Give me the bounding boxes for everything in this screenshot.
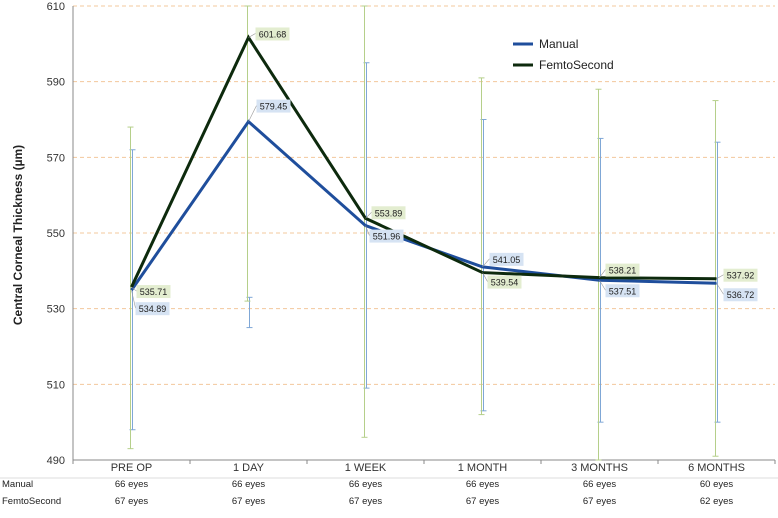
legend-label-manual: Manual [539,37,578,51]
table-cell: 67 eyes [466,496,500,507]
data-label: 534.89 [139,304,167,314]
table-cell: 67 eyes [115,496,149,507]
data-labels: 534.89 579.45 551.96 541.05 537.51 536.72 535.… [131,27,758,316]
data-label: 537.92 [727,271,755,281]
y-axis-ticks: 490 510 530 550 570 590 610 [47,1,65,467]
data-label-leader [482,258,490,268]
table-row-label-manual: Manual [2,479,33,490]
data-label-leader [131,290,136,309]
data-label-box [487,275,522,289]
x-tick-label: 1 MONTH [458,462,508,474]
gridlines [72,5,775,461]
table-row-label-femtosecond: FemtoSecond [2,496,61,507]
data-label-box [371,206,406,220]
data-label-box [256,99,291,113]
data-label-box [369,229,404,243]
series-line-femtosecond [130,34,717,288]
y-axis-label: Central Corneal Thickness (µm) [11,145,25,325]
y-tick-label: 590 [47,77,65,89]
x-tick-label: 3 MONTHS [571,462,628,474]
data-label-box [135,302,170,316]
table-cell: 66 eyes [466,479,500,490]
table-cell: 62 eyes [700,496,734,507]
data-label-leader [599,280,606,291]
table-cell: 66 eyes [349,479,383,490]
table-cell: 60 eyes [700,479,734,490]
x-tick-label: 1 WEEK [345,462,387,474]
data-label-leader [599,269,606,278]
legend-label-femtosecond: FemtoSecond [539,58,614,72]
data-label: 541.05 [493,255,521,265]
data-label: 536.72 [727,290,755,300]
y-tick-label: 510 [47,379,65,391]
x-axis-ticks: PRE OP 1 DAY 1 WEEK 1 MONTH 3 MONTHS 6 MONTHS [72,460,776,474]
data-label-box [605,284,640,298]
data-label: 539.54 [491,278,519,288]
legend: Manual FemtoSecond [513,37,614,72]
table-cell: 67 eyes [583,496,617,507]
series-lines [130,34,717,292]
data-label-leader [248,33,256,38]
table-cell: 67 eyes [232,496,266,507]
data-label-leader [365,212,372,219]
data-label-leader [716,274,724,279]
x-tick-label: PRE OP [111,462,153,474]
y-tick-label: 530 [47,304,65,316]
data-label: 537.51 [609,286,637,296]
data-label: 579.45 [260,102,288,112]
eyes-count-table: Manual FemtoSecond 66 eyes 67 eyes 66 eyes… [0,477,778,507]
data-label: 535.71 [140,287,168,297]
data-label-leader [482,272,488,282]
table-cell: 67 eyes [349,496,383,507]
table-cell: 66 eyes [115,479,149,490]
y-tick-label: 610 [47,1,65,13]
y-tick-label: 570 [47,152,65,164]
data-label-box [723,268,758,282]
data-label-leader [248,105,257,122]
data-label-leader [716,283,724,295]
data-label: 538.21 [609,266,637,276]
data-label-box [255,27,290,41]
data-label-leader [365,225,370,236]
x-tick-label: 6 MONTHS [688,462,745,474]
x-tick-label: 1 DAY [233,462,265,474]
y-tick-label: 490 [47,455,65,467]
data-label: 551.96 [373,232,401,242]
data-label-box [489,252,524,266]
data-label: 601.68 [259,29,287,39]
data-label-box [136,285,171,299]
data-label: 553.89 [375,208,403,218]
table-cell: 66 eyes [232,479,266,490]
table-cell: 66 eyes [583,479,617,490]
data-label-leader [131,286,137,292]
data-label-box [723,288,758,302]
data-label-box [605,263,640,277]
y-tick-label: 550 [47,228,65,240]
